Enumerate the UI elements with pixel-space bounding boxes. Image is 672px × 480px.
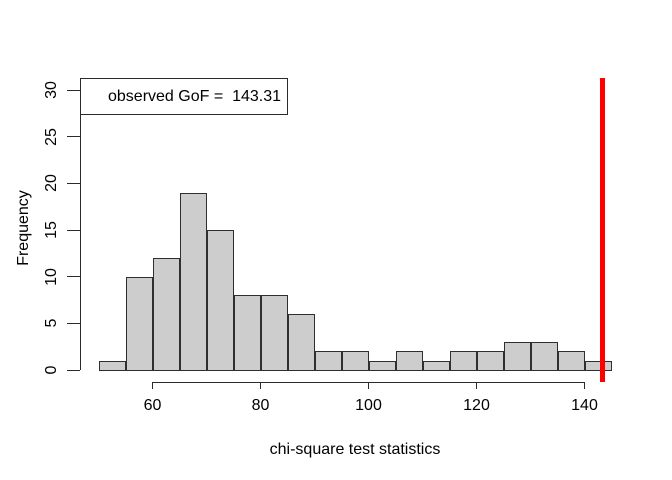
histogram-bar bbox=[152, 258, 180, 371]
x-axis-tick bbox=[260, 382, 261, 389]
histogram-bar bbox=[287, 314, 315, 371]
y-tick-label: 10 bbox=[43, 267, 60, 286]
y-axis-tick bbox=[67, 182, 80, 184]
histogram-bar bbox=[557, 351, 585, 371]
y-tick-label: 25 bbox=[43, 127, 60, 146]
histogram-bar bbox=[530, 342, 558, 371]
y-tick-label: 20 bbox=[43, 174, 60, 193]
histogram-bar bbox=[125, 276, 153, 371]
y-tick-label: 0 bbox=[43, 365, 60, 375]
histogram-bar bbox=[314, 351, 342, 371]
observed-gof-line bbox=[599, 78, 605, 382]
histogram-bar bbox=[449, 351, 477, 371]
x-tick-label: 140 bbox=[571, 397, 598, 414]
histogram-bar bbox=[584, 360, 612, 371]
y-axis-tick bbox=[67, 229, 80, 231]
x-axis-tick bbox=[152, 382, 153, 389]
y-tick-label: 30 bbox=[43, 81, 60, 99]
histogram-bar bbox=[395, 351, 423, 371]
y-axis-tick bbox=[67, 276, 80, 278]
x-tick-label: 100 bbox=[355, 397, 382, 414]
histogram-bar bbox=[341, 351, 369, 371]
x-axis-tick bbox=[584, 382, 585, 389]
y-axis-tick bbox=[67, 89, 80, 91]
y-axis-tick bbox=[67, 136, 80, 138]
histogram-bar bbox=[503, 342, 531, 371]
y-axis-line bbox=[79, 90, 81, 370]
x-tick-label: 120 bbox=[463, 397, 490, 414]
y-axis-tick bbox=[67, 369, 80, 371]
y-tick-label: 5 bbox=[43, 318, 60, 328]
histogram-bar bbox=[206, 230, 234, 371]
x-axis-tick bbox=[476, 382, 477, 389]
legend-box: observed GoF = 143.31 bbox=[80, 78, 288, 115]
x-tick-label: 80 bbox=[251, 397, 270, 414]
histogram-bar bbox=[260, 295, 288, 371]
histogram-bar bbox=[368, 360, 396, 371]
histogram-bar bbox=[476, 351, 504, 371]
y-tick-label: 15 bbox=[43, 221, 60, 239]
x-axis-title: chi-square test statistics bbox=[269, 441, 441, 458]
x-tick-label: 60 bbox=[143, 397, 162, 414]
x-axis-tick bbox=[368, 382, 369, 389]
histogram-bar bbox=[233, 295, 261, 371]
y-axis-tick bbox=[67, 322, 80, 324]
legend-label: observed GoF = 143.31 bbox=[108, 87, 281, 105]
y-axis-title: Frequency bbox=[15, 190, 32, 266]
histogram-bar bbox=[98, 360, 126, 371]
histogram-bar bbox=[422, 360, 450, 371]
histogram-bar bbox=[179, 192, 207, 371]
